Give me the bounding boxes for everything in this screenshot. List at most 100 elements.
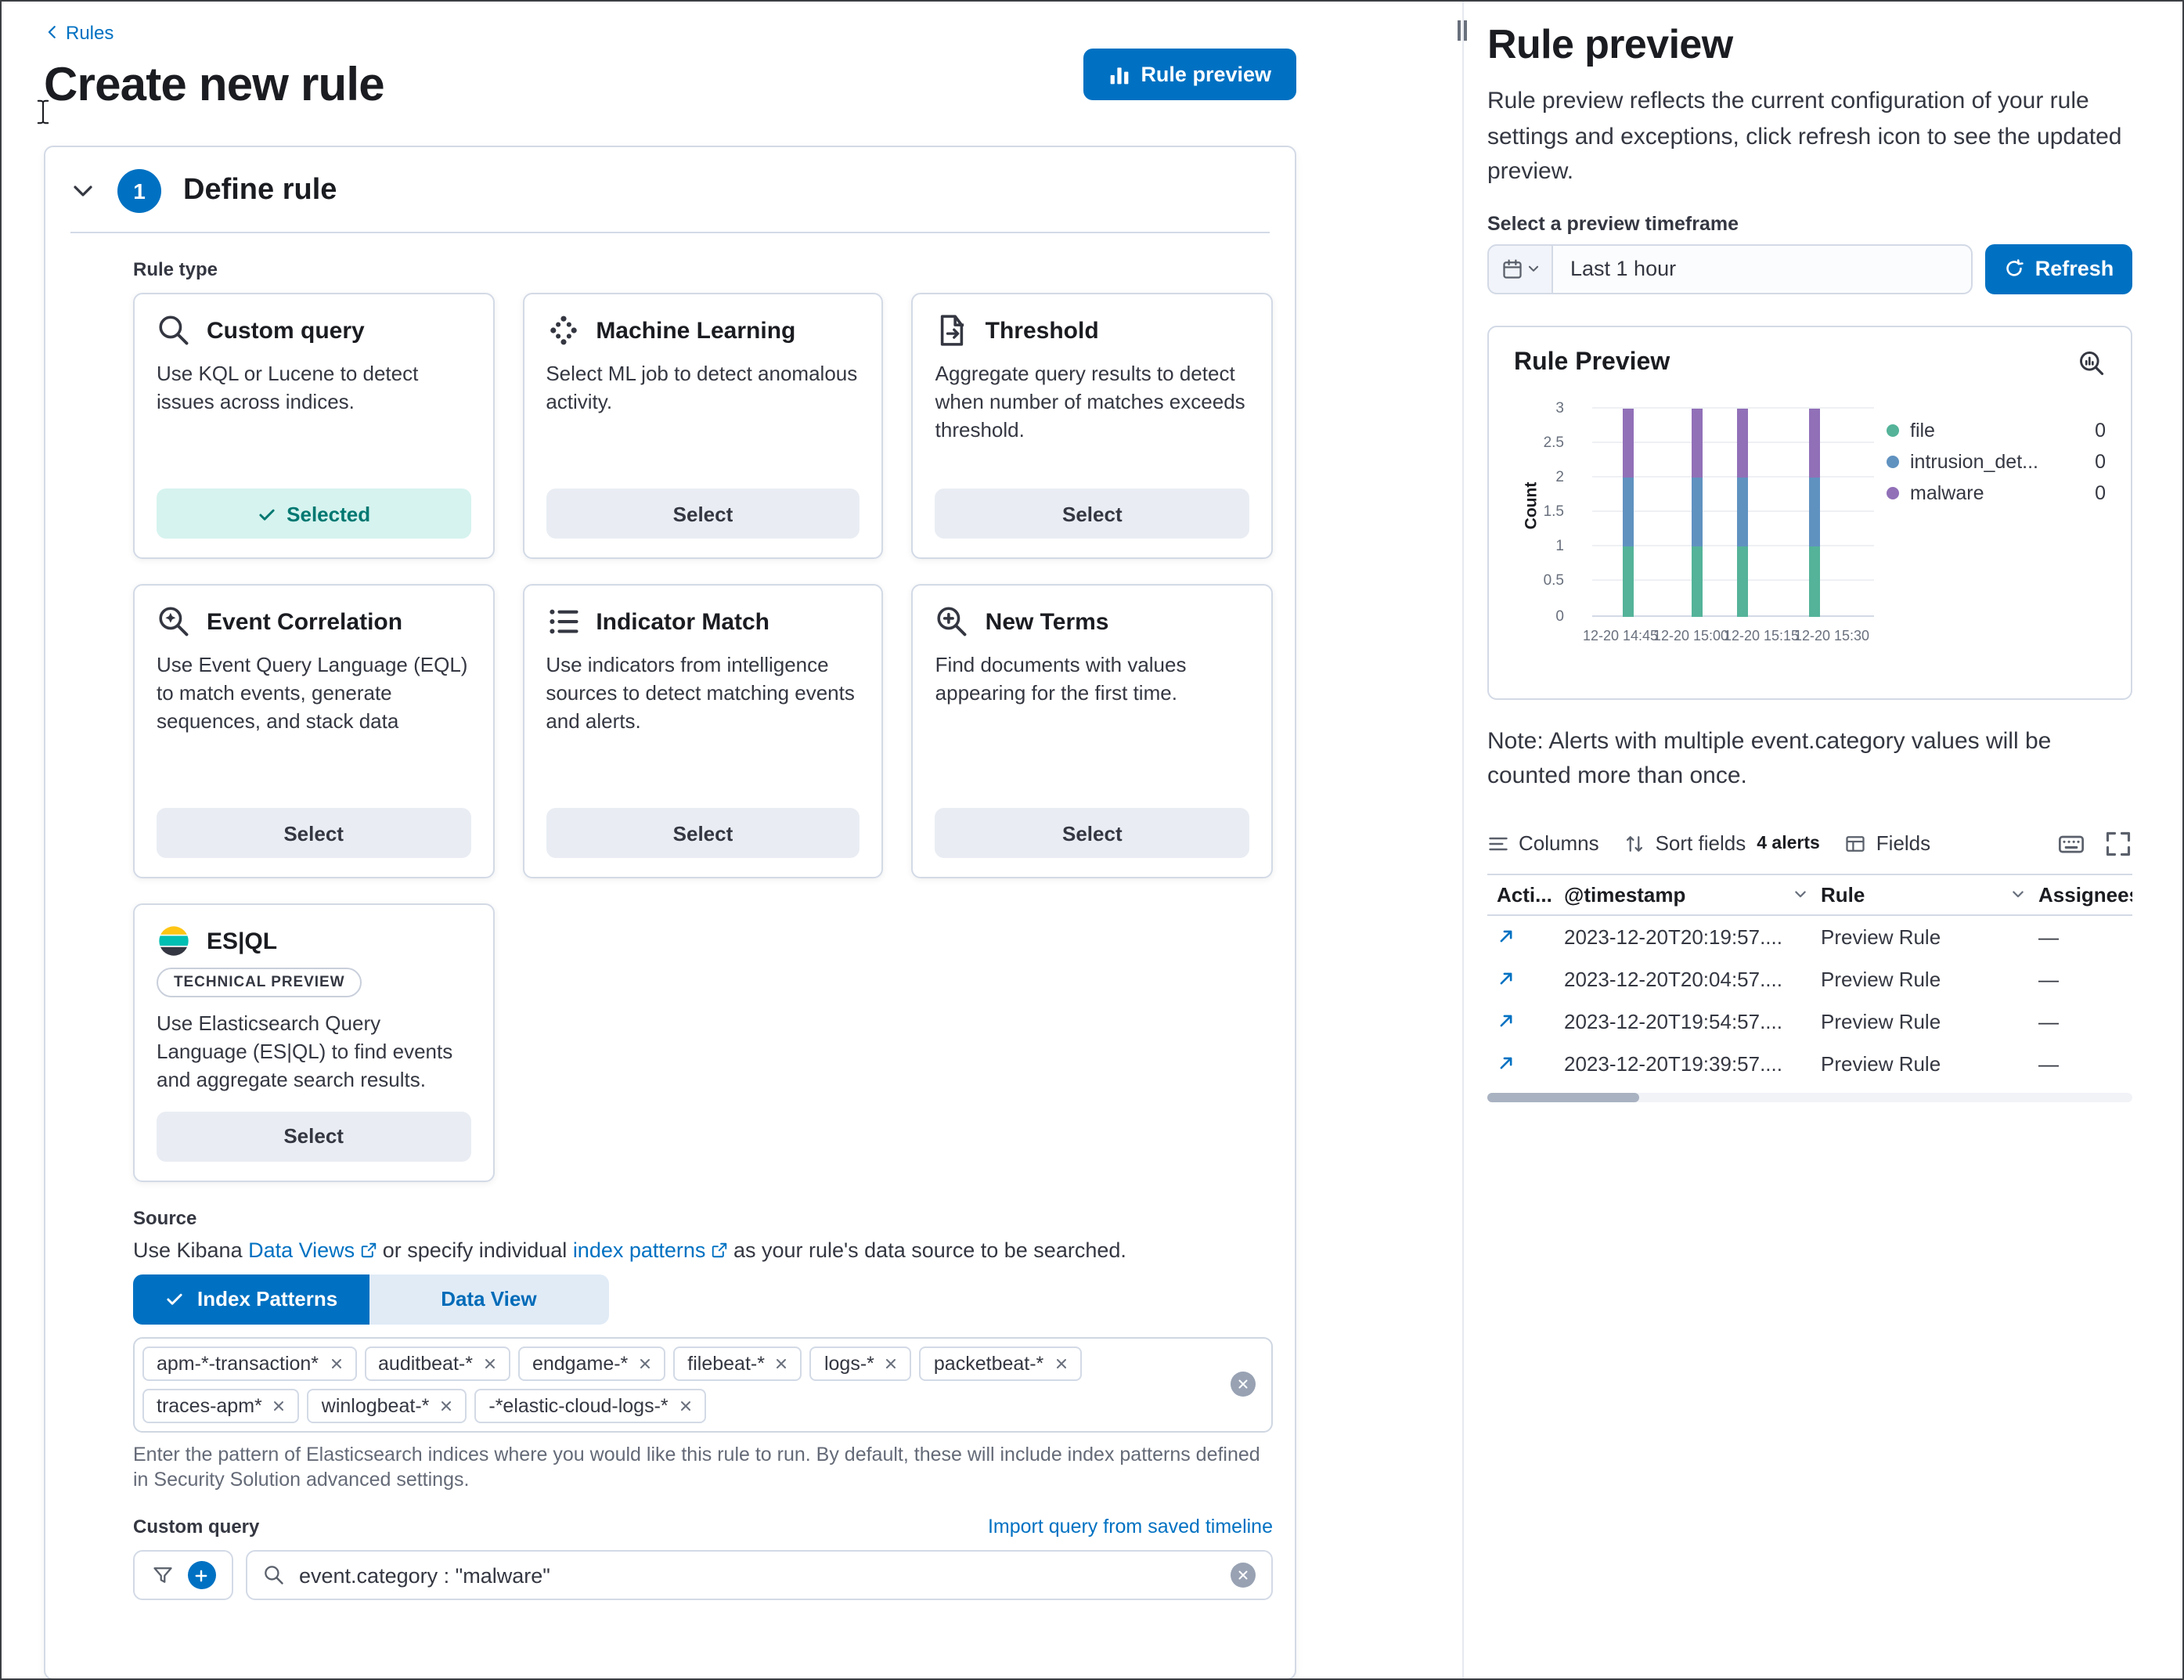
columns-button[interactable]: Columns <box>1487 831 1599 855</box>
alert-row: 2023-12-20T20:19:57.... Preview Rule — <box>1487 915 2132 957</box>
card-title: Threshold <box>985 317 1099 344</box>
timeframe-input[interactable]: Last 1 hour <box>1553 243 1973 294</box>
index-pattern-tag[interactable]: -*elastic-cloud-logs-* <box>474 1388 706 1423</box>
card-title: Custom query <box>207 317 365 344</box>
legend-item[interactable]: intrusion_det... 0 <box>1887 445 2106 477</box>
button-label: Select <box>672 502 733 525</box>
fields-icon <box>1847 835 1865 851</box>
remove-tag-icon[interactable] <box>774 1355 790 1371</box>
rule-preview-chart-panel: Rule Preview Count 0 0.5 1 1.5 2 2.5 3 12-20 1… <box>1487 325 2132 699</box>
card-description: Select ML job to detect anomalous activi… <box>546 362 858 414</box>
remove-tag-icon[interactable] <box>678 1397 694 1413</box>
clear-query-icon[interactable] <box>1231 1563 1256 1588</box>
alerts-table: Acti... @timestamp Rule Assignees 2023-1… <box>1487 873 2132 1101</box>
alert-assignees: — <box>2038 967 2059 990</box>
chart-bar <box>1809 408 1821 616</box>
scrollbar-thumb[interactable] <box>1487 1092 1639 1101</box>
index-patterns-help-text: Enter the pattern of Elasticsearch indic… <box>133 1443 1260 1491</box>
tag-label: packetbeat-* <box>933 1352 1044 1375</box>
expand-alert-icon[interactable] <box>1495 1010 1517 1032</box>
data-view-toggle[interactable]: Data View <box>369 1274 609 1325</box>
chart-plot <box>1592 406 1874 616</box>
column-header-assignees[interactable]: Assignees <box>2038 882 2132 906</box>
inspect-icon[interactable] <box>2078 348 2106 377</box>
remove-tag-icon[interactable] <box>328 1355 344 1371</box>
new-terms-select-button[interactable]: Select <box>935 808 1249 858</box>
define-rule-body: Rule type Custom query Use KQL or Lucene… <box>133 258 1273 1601</box>
import-saved-timeline-link[interactable]: Import query from saved timeline <box>987 1516 1273 1538</box>
index-pattern-tag[interactable]: winlogbeat-* <box>307 1388 467 1423</box>
sort-caret-icon[interactable] <box>1793 886 1808 902</box>
remove-tag-icon[interactable] <box>1053 1355 1069 1371</box>
column-header-timestamp[interactable]: @timestamp <box>1564 882 1821 906</box>
index-pattern-tag[interactable]: auditbeat-* <box>364 1346 510 1381</box>
button-label: Select <box>283 821 344 845</box>
divider <box>70 232 1270 233</box>
threshold-select-button[interactable]: Select <box>935 488 1249 539</box>
index-patterns-link[interactable]: index patterns <box>573 1238 728 1261</box>
index-pattern-tag[interactable]: endgame-* <box>517 1346 666 1381</box>
chart-panel-title: Rule Preview <box>1514 348 1670 375</box>
card-title: ES|QL <box>207 928 278 954</box>
alert-rule: Preview Rule <box>1821 1051 1941 1075</box>
index-patterns-toggle[interactable]: Index Patterns <box>133 1274 369 1325</box>
rule-type-card-event-correlation: Event Correlation Use Event Query Langua… <box>133 584 495 878</box>
eql-search-star-icon <box>157 604 191 639</box>
remove-tag-icon[interactable] <box>637 1355 653 1371</box>
expand-alert-icon[interactable] <box>1495 968 1517 990</box>
expand-alert-icon[interactable] <box>1495 925 1517 947</box>
column-header-actions[interactable]: Acti... <box>1487 882 1564 906</box>
card-description: Use indicators from intelligence sources… <box>546 653 855 734</box>
index-pattern-tag[interactable]: packetbeat-* <box>919 1346 1082 1381</box>
remove-tag-icon[interactable] <box>482 1355 498 1371</box>
column-header-rule[interactable]: Rule <box>1821 882 2038 906</box>
breadcrumb-label: Rules <box>66 21 114 43</box>
clear-all-tags-icon[interactable] <box>1231 1372 1256 1397</box>
index-pattern-tag[interactable]: logs-* <box>809 1346 912 1381</box>
esql-select-button[interactable]: Select <box>157 1111 471 1162</box>
chart-bar <box>1737 408 1749 616</box>
card-description: Find documents with values appearing for… <box>935 653 1187 705</box>
index-pattern-tag[interactable]: apm-*-transaction* <box>142 1346 357 1381</box>
machine-learning-select-button[interactable]: Select <box>546 488 860 539</box>
sort-caret-icon[interactable] <box>2010 886 2026 902</box>
expand-alert-icon[interactable] <box>1495 1052 1517 1074</box>
sort-fields-button[interactable]: Sort fields <box>1624 831 1746 855</box>
technical-preview-badge: TECHNICAL PREVIEW <box>157 968 362 997</box>
list-icon <box>546 604 580 639</box>
index-pattern-tag[interactable]: filebeat-* <box>673 1346 802 1381</box>
index-pattern-tag[interactable]: traces-apm* <box>142 1388 300 1423</box>
fullscreen-icon[interactable] <box>2104 829 2132 857</box>
check-icon <box>259 508 275 520</box>
legend-item[interactable]: malware 0 <box>1887 477 2106 508</box>
keyboard-shortcuts-icon[interactable] <box>2057 829 2085 857</box>
alert-timestamp: 2023-12-20T19:39:57.... <box>1564 1051 1782 1075</box>
fields-button[interactable]: Fields <box>1845 831 1930 855</box>
remove-tag-icon[interactable] <box>272 1397 287 1413</box>
remove-tag-icon[interactable] <box>884 1355 899 1371</box>
date-picker-button[interactable] <box>1487 243 1553 294</box>
query-bar: event.category : "malware" <box>133 1550 1273 1601</box>
event-correlation-select-button[interactable]: Select <box>157 808 471 858</box>
filter-icon[interactable] <box>151 1565 173 1587</box>
rule-preview-button[interactable]: Rule preview <box>1083 49 1296 100</box>
button-label: Select <box>283 1124 344 1148</box>
query-input[interactable]: event.category : "malware" <box>246 1550 1273 1601</box>
button-label: Select <box>1062 821 1123 845</box>
add-filter-icon[interactable] <box>187 1561 215 1590</box>
custom-query-selected-button[interactable]: Selected <box>157 488 471 539</box>
refresh-button[interactable]: Refresh <box>1985 243 2132 294</box>
chevron-down-icon[interactable] <box>70 178 96 204</box>
indicator-match-select-button[interactable]: Select <box>546 808 860 858</box>
alert-assignees: — <box>2038 1051 2059 1075</box>
remove-tag-icon[interactable] <box>438 1397 454 1413</box>
breadcrumb-rules-link[interactable]: Rules <box>44 21 114 43</box>
tag-label: filebeat-* <box>687 1352 765 1375</box>
data-views-link[interactable]: Data Views <box>248 1238 377 1261</box>
index-patterns-combobox[interactable]: apm-*-transaction* auditbeat-* endgame-*… <box>133 1336 1273 1433</box>
card-title: Indicator Match <box>596 608 770 635</box>
flyout-resize-handle[interactable] <box>1458 20 1467 41</box>
header-label: Acti... <box>1497 882 1552 906</box>
tag-label: auditbeat-* <box>378 1352 473 1375</box>
legend-item[interactable]: file 0 <box>1887 414 2106 445</box>
